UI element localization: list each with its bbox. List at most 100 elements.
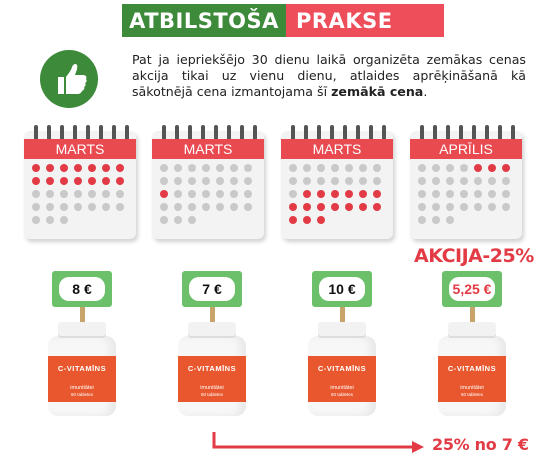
calendar-day-dot [303,216,311,224]
calendar-ring [511,125,515,143]
calendar-ring [214,125,218,143]
calendar-day-dot [230,190,238,198]
calendar-day-dot [32,177,40,185]
calendar-day-dot [174,190,182,198]
calendar-ring [162,125,166,143]
calendar-ring [125,125,129,143]
product-name: C-VITAMĪNS [187,364,237,373]
calendar-day-dot [460,190,468,198]
sign-stick [340,307,345,329]
product-subtitle: imunitātei [460,385,484,391]
calendar-ring [317,125,321,143]
calendar-day-dot [46,164,54,172]
calendar-day-dot [502,177,510,185]
calendar-day-dot [102,190,110,198]
calendar-day-dot [88,190,96,198]
calendar-day-dot [46,177,54,185]
calendar-day-dot [474,177,482,185]
calendar-day-dot [359,190,367,198]
calendar-day-dot [188,203,196,211]
calendar-ring [112,125,116,143]
sign-stick [210,307,215,329]
calendar-day-dot [359,164,367,172]
vitamin-bottle: C-VITAMĪNS imunitātei 60 tabletes [436,322,508,417]
calendar-day-dot [88,177,96,185]
sign-stick [80,307,85,329]
calendar-ring [498,125,502,143]
calendar-day-dot [74,203,82,211]
bottle-label: C-VITAMĪNS imunitātei 60 tabletes [178,356,246,402]
calendar-day-dot [188,190,196,198]
calendar-ring [291,125,295,143]
calendar-day-dot [474,203,482,211]
calendar-day-dot [289,203,297,211]
product-count: 60 tabletes [330,392,354,397]
calendar-day-dot [331,190,339,198]
thumbs-up-icon [40,50,98,108]
calendar-ring [253,125,257,143]
calendar-day-dot [373,177,381,185]
calendar-day-dot [432,190,440,198]
vitamin-bottle: C-VITAMĪNS imunitātei 60 tabletes [306,322,378,417]
footnote: 25% no 7 € [432,435,529,454]
calendar-day-dot [373,190,381,198]
calendar-day-dot [74,164,82,172]
calendar-day-dot [474,164,482,172]
product-subtitle: imunitātei [330,385,354,391]
calendar-day-dot [174,203,182,211]
calendar-day-dot [317,164,325,172]
calendar-month: MARTS [281,139,393,159]
calendar-day-dot [373,203,381,211]
calendar-day-dot [418,216,426,224]
calendar-day-dot [460,177,468,185]
product-name: C-VITAMĪNS [317,364,367,373]
calendar-day-dot [317,203,325,211]
calendar-day-dot [160,177,168,185]
calendar-day-dot [60,164,68,172]
calendar-day-dot [488,177,496,185]
vitamin-bottle: C-VITAMĪNS imunitātei 60 tabletes [176,322,248,417]
calendar-day-dot [216,190,224,198]
product-name: C-VITAMĪNS [447,364,497,373]
calendar-day-dot [331,203,339,211]
calendar-day-dot [289,177,297,185]
calendar-ring [175,125,179,143]
calendar-day-dot [446,203,454,211]
calendar-day-dot [359,177,367,185]
calendar-day-dot [202,164,210,172]
calendar-day-dot [216,203,224,211]
price-value: 7 € [189,277,235,301]
calendar-day-dot [289,190,297,198]
calendar-day-dot [230,203,238,211]
calendar-ring [330,125,334,143]
product-count: 60 tabletes [70,392,94,397]
calendar-day-dot [432,216,440,224]
calendar-day-dot [446,164,454,172]
intro-text: Pat ja iepriekšējo 30 dienu laikā organi… [132,52,526,99]
calendar-day-dot [432,177,440,185]
calendar-day-dot [488,190,496,198]
sign-stick [470,307,475,329]
calendar-day-dot [32,203,40,211]
calendar-month: APRĪLIS [410,139,522,159]
calendar-day-dot [289,164,297,172]
header-right-label: PRAKSE [286,4,444,37]
calendar-day-dot [446,177,454,185]
calendar-ring [86,125,90,143]
promo-label: AKCIJA-25% [414,245,534,267]
calendar-day-dot [46,203,54,211]
calendar-day-dot [160,216,168,224]
calendar-day-dot [317,177,325,185]
calendar-day-dot [160,164,168,172]
header-left-label: ATBILSTOŠA [122,4,286,37]
calendar-day-dot [244,164,252,172]
calendar-ring [433,125,437,143]
calendar-day-dot [331,164,339,172]
product-count: 60 tabletes [200,392,224,397]
calendar-day-dot [32,216,40,224]
calendar-day-dot [303,164,311,172]
calendar-day-dot [74,190,82,198]
calendar-day-dot [460,164,468,172]
calendar-day-dot [345,164,353,172]
